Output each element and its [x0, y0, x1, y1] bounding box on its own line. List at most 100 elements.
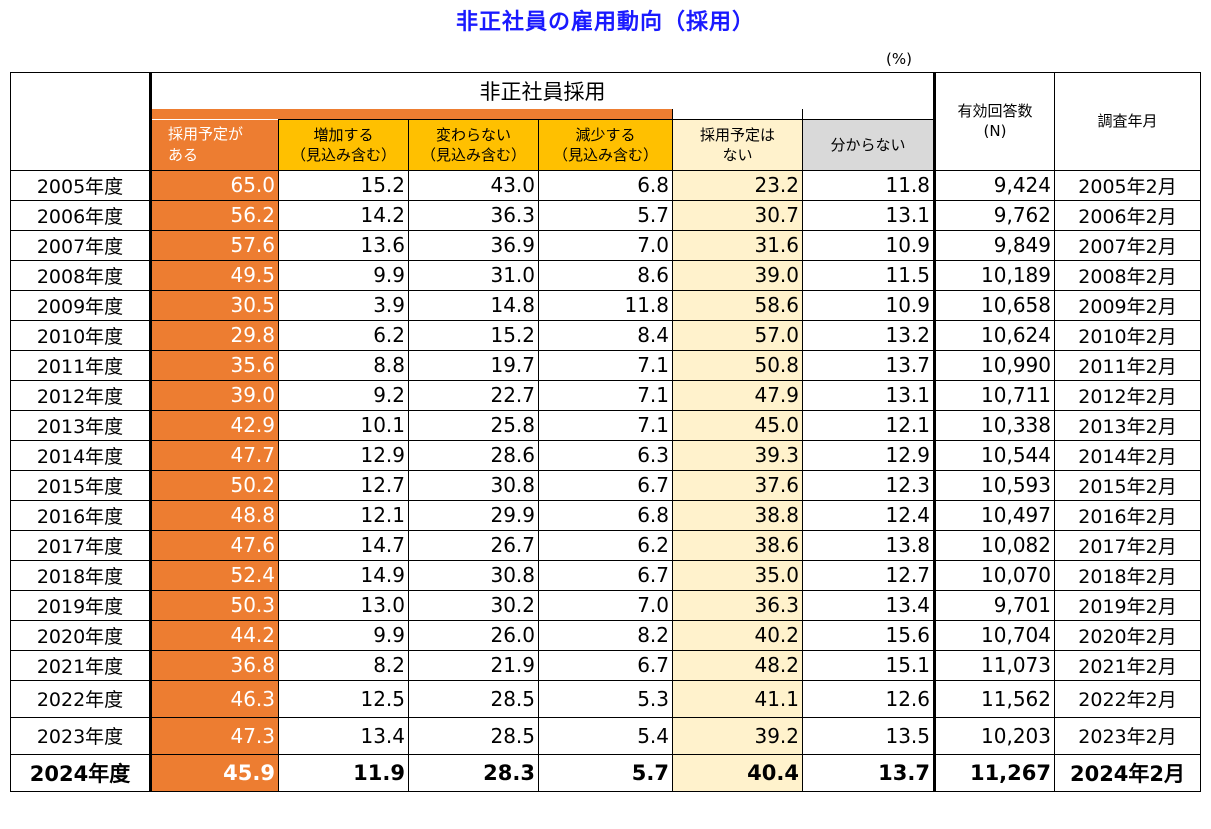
- cell-same: 29.9: [408, 499, 539, 531]
- cell-decrease: 7.0: [538, 589, 673, 621]
- cell-increase: 8.2: [278, 649, 409, 681]
- cell-no-plan: 37.6: [672, 469, 803, 501]
- cell-year: 2020年度: [10, 619, 152, 651]
- hiring-table: 非正社員採用 有効回答数 (N) 調査年月 採用予定が ある 増加する （見込み含む）…: [10, 72, 1201, 792]
- cell-survey: 2008年2月: [1054, 259, 1201, 291]
- cell-same: 43.0: [408, 169, 539, 201]
- table-row: 2006年度 56.2 14.2 36.3 5.7 30.7 13.1 9,762 2006年2…: [10, 199, 1201, 231]
- cell-unknown: 11.8: [802, 169, 935, 201]
- header-blank: [10, 72, 152, 171]
- cell-survey: 2019年2月: [1054, 589, 1201, 621]
- cell-same: 28.3: [408, 753, 539, 792]
- cell-year: 2017年度: [10, 529, 152, 561]
- cell-increase: 9.9: [278, 259, 409, 291]
- cell-responses: 10,338: [933, 409, 1055, 441]
- table-row: 2022年度 46.3 12.5 28.5 5.3 41.1 12.6 11,562 2022年…: [10, 679, 1201, 718]
- cell-planned: 50.3: [150, 589, 279, 621]
- cell-same: 30.8: [408, 559, 539, 591]
- cell-increase: 11.9: [278, 753, 409, 792]
- cell-planned: 57.6: [150, 229, 279, 261]
- table-row: 2021年度 36.8 8.2 21.9 6.7 48.2 15.1 11,073 2021年2…: [10, 649, 1201, 681]
- cell-increase: 9.2: [278, 379, 409, 411]
- header-responses: 有効回答数 (N): [933, 72, 1055, 171]
- cell-responses: 10,082: [933, 529, 1055, 561]
- cell-survey: 2006年2月: [1054, 199, 1201, 231]
- cell-increase: 3.9: [278, 289, 409, 321]
- cell-responses: 9,701: [933, 589, 1055, 621]
- table-row: 2016年度 48.8 12.1 29.9 6.8 38.8 12.4 10,497 2016年…: [10, 499, 1201, 531]
- cell-same: 36.9: [408, 229, 539, 261]
- cell-no-plan: 38.6: [672, 529, 803, 561]
- cell-year: 2018年度: [10, 559, 152, 591]
- cell-responses: 11,073: [933, 649, 1055, 681]
- cell-planned: 29.8: [150, 319, 279, 351]
- cell-no-plan: 40.4: [672, 753, 803, 792]
- cell-planned: 50.2: [150, 469, 279, 501]
- cell-increase: 13.4: [278, 716, 409, 755]
- cell-survey: 2011年2月: [1054, 349, 1201, 381]
- cell-year: 2012年度: [10, 379, 152, 411]
- cell-survey: 2013年2月: [1054, 409, 1201, 441]
- cell-no-plan: 39.3: [672, 439, 803, 471]
- cell-planned: 39.0: [150, 379, 279, 411]
- cell-unknown: 10.9: [802, 229, 935, 261]
- cell-unknown: 13.7: [802, 753, 935, 792]
- cell-no-plan: 39.2: [672, 716, 803, 755]
- table-row: 2023年度 47.3 13.4 28.5 5.4 39.2 13.5 10,203 2023年…: [10, 716, 1201, 755]
- cell-decrease: 11.8: [538, 289, 673, 321]
- cell-increase: 15.2: [278, 169, 409, 201]
- cell-planned: 30.5: [150, 289, 279, 321]
- cell-decrease: 5.4: [538, 716, 673, 755]
- cell-unknown: 12.9: [802, 439, 935, 471]
- cell-no-plan: 39.0: [672, 259, 803, 291]
- cell-no-plan: 38.8: [672, 499, 803, 531]
- cell-planned: 47.6: [150, 529, 279, 561]
- cell-no-plan: 35.0: [672, 559, 803, 591]
- cell-survey: 2012年2月: [1054, 379, 1201, 411]
- header-decrease: 減少する （見込み含む）: [538, 119, 673, 171]
- cell-planned: 56.2: [150, 199, 279, 231]
- cell-year: 2024年度: [10, 753, 152, 792]
- cell-survey: 2007年2月: [1054, 229, 1201, 261]
- cell-year: 2008年度: [10, 259, 152, 291]
- cell-same: 15.2: [408, 319, 539, 351]
- cell-survey: 2018年2月: [1054, 559, 1201, 591]
- cell-decrease: 7.0: [538, 229, 673, 261]
- cell-responses: 10,189: [933, 259, 1055, 291]
- cell-year: 2014年度: [10, 439, 152, 471]
- cell-increase: 14.7: [278, 529, 409, 561]
- cell-increase: 13.0: [278, 589, 409, 621]
- cell-survey: 2010年2月: [1054, 319, 1201, 351]
- header-strip-orange: [150, 109, 673, 120]
- cell-responses: 11,562: [933, 679, 1055, 718]
- cell-unknown: 11.5: [802, 259, 935, 291]
- table-row: 2005年度 65.0 15.2 43.0 6.8 23.2 11.8 9,424 2005年2…: [10, 169, 1201, 201]
- cell-survey: 2023年2月: [1054, 716, 1201, 755]
- header-no-plan: 採用予定は ない: [672, 119, 803, 171]
- cell-year: 2013年度: [10, 409, 152, 441]
- cell-no-plan: 36.3: [672, 589, 803, 621]
- cell-unknown: 12.7: [802, 559, 935, 591]
- cell-planned: 35.6: [150, 349, 279, 381]
- cell-decrease: 8.6: [538, 259, 673, 291]
- table-row: 2012年度 39.0 9.2 22.7 7.1 47.9 13.1 10,711 2012年2…: [10, 379, 1201, 411]
- cell-year: 2009年度: [10, 289, 152, 321]
- cell-no-plan: 31.6: [672, 229, 803, 261]
- cell-survey: 2009年2月: [1054, 289, 1201, 321]
- cell-year: 2023年度: [10, 716, 152, 755]
- cell-responses: 9,762: [933, 199, 1055, 231]
- cell-planned: 47.7: [150, 439, 279, 471]
- cell-decrease: 8.2: [538, 619, 673, 651]
- cell-decrease: 6.8: [538, 169, 673, 201]
- cell-responses: 9,849: [933, 229, 1055, 261]
- cell-responses: 10,593: [933, 469, 1055, 501]
- cell-unknown: 13.2: [802, 319, 935, 351]
- cell-decrease: 5.3: [538, 679, 673, 718]
- cell-survey: 2017年2月: [1054, 529, 1201, 561]
- cell-no-plan: 48.2: [672, 649, 803, 681]
- cell-no-plan: 40.2: [672, 619, 803, 651]
- cell-planned: 44.2: [150, 619, 279, 651]
- cell-no-plan: 57.0: [672, 319, 803, 351]
- cell-responses: 9,424: [933, 169, 1055, 201]
- cell-year: 2010年度: [10, 319, 152, 351]
